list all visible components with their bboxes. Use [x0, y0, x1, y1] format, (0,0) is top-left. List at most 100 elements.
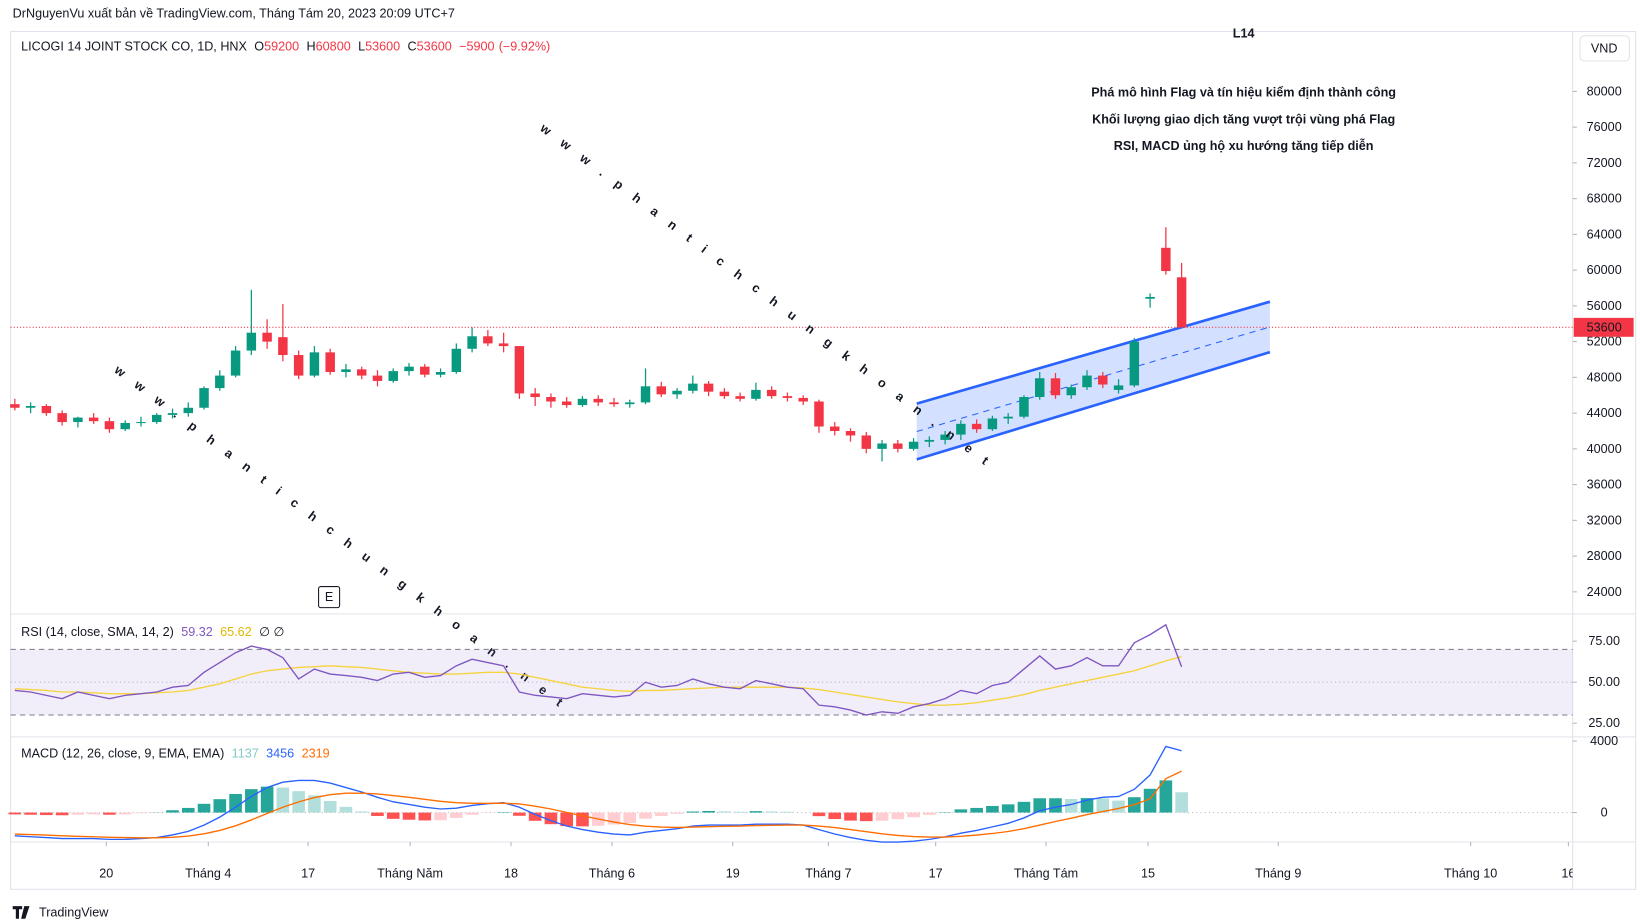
candle-body	[672, 390, 682, 395]
y-tick-label: 52000	[1587, 335, 1622, 349]
y-tick-label: 68000	[1587, 192, 1622, 206]
candle-body	[25, 405, 36, 408]
candle-body	[830, 426, 840, 431]
macd-histogram-bar	[1001, 804, 1015, 813]
rsi-tick-label: 25.00	[1588, 716, 1620, 730]
candle-body	[908, 441, 919, 449]
macd-histogram-bar	[891, 812, 905, 820]
earnings-marker[interactable]	[318, 586, 341, 609]
y-tick-label: 80000	[1587, 84, 1622, 98]
macd-histogram-bar	[765, 811, 778, 813]
candle-body	[1098, 375, 1108, 385]
flag-channel-fill	[916, 301, 1270, 460]
candle-body	[956, 423, 966, 435]
time-axis: 20 Tháng 4 17 Tháng Năm 18 Tháng 6 19 Tháng 7 17…	[99, 842, 1575, 881]
macd-tick-label: 4000	[1590, 734, 1618, 748]
flag-lower	[916, 350, 1271, 461]
last-price-label: 53600	[1587, 320, 1622, 334]
macd-histogram-bar	[560, 812, 574, 827]
x-tick-label: Tháng 4	[185, 867, 231, 881]
candle-body	[514, 346, 525, 394]
macd-histogram-bar	[544, 812, 558, 825]
candle-body	[73, 417, 83, 423]
macd-histogram-bar	[654, 812, 668, 816]
candle-body	[167, 413, 178, 415]
candle-body	[41, 405, 52, 414]
macd-histogram-bar	[1175, 792, 1188, 813]
ohlc-value: 59200	[264, 39, 299, 53]
x-tick-label: 19	[726, 867, 740, 881]
macd-title: MACD (12, 26, close, 9, EMA, EMA)	[21, 747, 224, 761]
x-tick-label: Tháng 7	[805, 867, 851, 881]
candle-body	[467, 336, 477, 349]
macd-histogram-bar	[465, 812, 479, 815]
macd-histogram-bar	[260, 786, 274, 813]
macd-histogram-bar	[513, 812, 526, 816]
macd-histogram-bar	[40, 812, 53, 816]
change: −5900	[459, 39, 494, 53]
x-tick-label: 18	[504, 867, 518, 881]
candle-body	[451, 348, 462, 373]
macd-histogram-bar	[181, 807, 195, 813]
macd-histogram-bar	[970, 807, 983, 813]
macd-histogram-bar	[434, 812, 447, 821]
x-tick-label: Tháng Tám	[1014, 867, 1078, 881]
ohlc-label: L	[358, 39, 365, 53]
candle-body	[751, 389, 761, 399]
ohlc-value: 53600	[417, 39, 452, 53]
candle-body	[293, 355, 304, 376]
candle-body	[640, 386, 651, 403]
macd-histogram-bar	[733, 811, 747, 813]
rsi-value: 59.32	[181, 625, 213, 639]
rsi-sma-line	[14, 655, 1182, 706]
change-pct: (−9.92%)	[499, 39, 551, 53]
signal-value: 2319	[302, 747, 330, 761]
candle-body	[561, 401, 572, 406]
macd-histogram-bar	[213, 799, 227, 813]
candle-body	[546, 397, 556, 402]
candle-body	[57, 413, 67, 423]
candle-body	[183, 407, 194, 414]
histogram-value: 1137	[232, 747, 259, 761]
macd-histogram-bar	[702, 810, 715, 813]
candle-body	[10, 404, 20, 408]
y-tick-label: 56000	[1587, 299, 1622, 313]
candle-body	[498, 343, 509, 347]
x-tick-label: 15	[1141, 867, 1155, 881]
candle-body	[199, 388, 209, 408]
rsi-title: RSI (14, close, SMA, 14, 2)	[21, 625, 174, 639]
macd-histogram-bar	[1033, 798, 1047, 813]
candle-body	[152, 414, 162, 423]
currency[interactable]: VND	[1591, 41, 1618, 55]
flag-upper	[916, 300, 1271, 405]
macd-histogram-bar	[71, 812, 85, 815]
macd-histogram-bar	[339, 806, 353, 813]
macd-histogram-bar	[87, 812, 100, 815]
ohlc-label: H	[307, 39, 316, 53]
earnings-label[interactable]: E	[325, 590, 333, 604]
x-tick-label: 20	[99, 867, 113, 881]
currency-box[interactable]	[1579, 35, 1630, 62]
macd-histogram-bar	[55, 812, 69, 816]
macd-histogram-bar	[1049, 798, 1062, 813]
candle-body	[1050, 378, 1061, 396]
macd-histogram-bar	[418, 812, 432, 821]
x-tick-label: 17	[929, 867, 943, 881]
macd-histogram-bar	[986, 805, 999, 813]
annotation: RSI, MACD ủng hộ xu hướng tăng tiếp diễn	[1114, 138, 1374, 153]
candle-body	[814, 401, 824, 427]
candle-body	[246, 332, 257, 351]
macd-histogram-bar	[781, 811, 794, 813]
x-tick-label: 16	[1561, 867, 1575, 881]
macd-histogram-bar	[859, 812, 873, 822]
macd-histogram-bar	[8, 812, 22, 815]
macd-histogram-bar	[229, 793, 242, 813]
y-tick-label: 44000	[1587, 406, 1622, 420]
ohlc-value: 60800	[316, 39, 351, 53]
candle-body	[325, 352, 335, 373]
candle-body	[782, 396, 793, 398]
macd-histogram-bar	[103, 812, 116, 815]
macd-histogram-bar	[907, 812, 920, 818]
ohlc-value: 53600	[365, 39, 400, 53]
